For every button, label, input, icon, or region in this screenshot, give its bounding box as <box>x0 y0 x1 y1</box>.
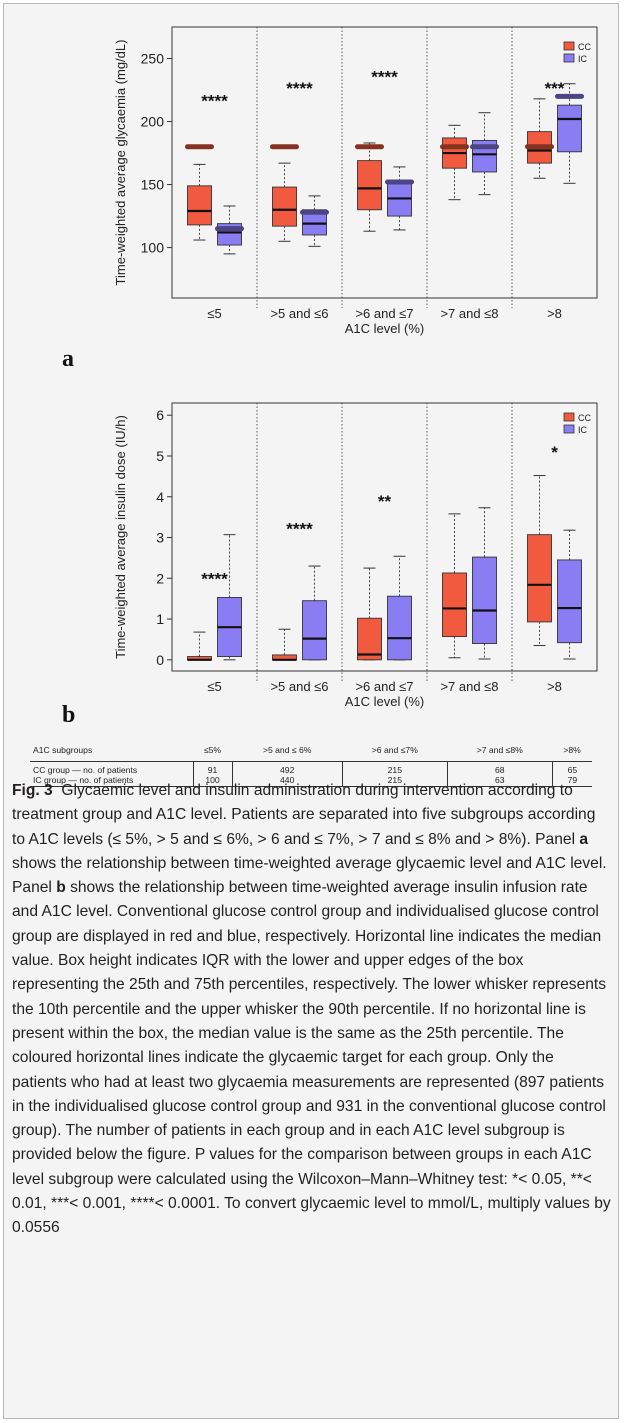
box-ic <box>557 104 582 153</box>
legend-swatch <box>563 412 575 422</box>
y-tick-label: 200 <box>141 114 165 130</box>
y-tick-label: 1 <box>156 611 164 627</box>
table-header-cell: >6 and ≤7% <box>342 745 448 762</box>
significance-marker: **** <box>371 67 398 86</box>
x-tick-label: >5 and ≤6 <box>270 306 328 321</box>
box-cc <box>527 534 552 623</box>
y-tick-label: 6 <box>156 407 164 423</box>
x-tick-label: >7 and ≤8 <box>440 679 498 694</box>
legend-label: CC <box>578 413 591 423</box>
table-cell: 91 <box>192 761 233 775</box>
x-tick-label: ≤5 <box>207 679 221 694</box>
table-cell: IC group — no. of patients <box>30 775 193 787</box>
box-cc <box>187 185 212 226</box>
box-cc <box>357 160 382 211</box>
table-cell: 215 <box>341 775 448 787</box>
x-axis-label: A1C level (%) <box>345 694 424 709</box>
table-row: IC group — no. of patients 100 440 215 6… <box>30 775 592 787</box>
significance-marker: ** <box>378 492 392 511</box>
box-cc <box>357 617 382 661</box>
significance-marker: **** <box>286 519 313 538</box>
table-header-row: A1C subgroups ≤5% >5 and ≤ 6% >6 and ≤7%… <box>30 745 592 762</box>
table-cell: 68 <box>446 761 553 775</box>
significance-marker: **** <box>286 79 313 98</box>
box-ic <box>557 559 582 644</box>
legend-swatch <box>563 424 575 434</box>
table-cell: 492 <box>231 761 343 775</box>
caption-text: Glycaemic level and insulin administrati… <box>12 782 596 848</box>
table-cell: CC group — no. of patients <box>33 765 138 775</box>
panel-a-label: a <box>62 346 74 372</box>
caption-panel-ref: b <box>56 879 66 897</box>
caption-panel-ref: a <box>579 830 589 848</box>
table-header-cell: ≤5% <box>193 745 233 762</box>
box-ic <box>302 600 327 661</box>
significance-marker: **** <box>201 91 228 110</box>
table-header-cell: >8% <box>552 745 592 762</box>
y-tick-label: 150 <box>141 177 165 193</box>
x-tick-label: ≤5 <box>207 306 221 321</box>
panel-b-label: b <box>62 702 76 728</box>
figure-frame <box>3 3 619 1419</box>
table-header-cell: A1C subgroups <box>30 745 193 762</box>
x-tick-label: >8 <box>547 679 562 694</box>
y-tick-label: 5 <box>156 448 164 464</box>
legend-label: CC <box>578 42 591 52</box>
y-tick-label: 2 <box>156 570 164 586</box>
y-tick-label: 100 <box>141 240 165 256</box>
plot-frame <box>171 402 598 672</box>
y-tick-label: 4 <box>156 489 164 505</box>
table-cell: 63 <box>446 775 553 787</box>
legend-label: IC <box>578 54 588 64</box>
legend-swatch <box>563 41 575 51</box>
significance-marker: *** <box>545 79 565 98</box>
x-axis-label: A1C level (%) <box>345 321 424 336</box>
x-tick-label: >7 and ≤8 <box>440 306 498 321</box>
legend-swatch <box>563 53 575 63</box>
table-cell: 65 <box>551 761 592 775</box>
significance-marker: * <box>551 443 558 462</box>
table-row: CC group — no. of patients 91 492 215 68… <box>30 761 592 775</box>
patient-count-table: A1C subgroups ≤5% >5 and ≤ 6% >6 and ≤7%… <box>30 745 592 787</box>
table-cell: 215 <box>341 761 448 775</box>
caption-text: shows the relationship between time-weig… <box>12 854 607 897</box>
significance-marker: **** <box>201 569 228 588</box>
x-tick-label: >8 <box>547 306 562 321</box>
box-cc <box>442 572 467 638</box>
table-cell: 440 <box>231 775 343 787</box>
x-tick-label: >5 and ≤6 <box>270 679 328 694</box>
x-tick-label: >6 and ≤7 <box>355 679 413 694</box>
x-tick-label: >6 and ≤7 <box>355 306 413 321</box>
y-axis-label: Time-weighted average insulin dose (IU/h… <box>113 415 128 659</box>
plot-frame <box>171 26 598 299</box>
table-header-cell: >7 and ≤8% <box>447 745 553 762</box>
panel-a-chart: 100 150 200 250 Time-weighted average glycae… <box>113 26 598 336</box>
y-tick-label: 250 <box>141 51 165 67</box>
box-cc <box>272 186 297 227</box>
y-tick-label: 3 <box>156 530 164 546</box>
table-cell: 100 <box>192 775 233 787</box>
y-tick-label: 0 <box>156 652 164 668</box>
caption-text: shows the relationship between time-weig… <box>12 879 611 1237</box>
table-header-cell: >5 and ≤ 6% <box>232 745 343 762</box>
y-axis-label: Time-weighted average glycaemia (mg/dL) <box>113 40 128 286</box>
panel-b-chart: 0 1 2 3 4 5 6 Time-weighted average insulin dos… <box>113 402 598 709</box>
legend-label: IC <box>578 425 588 435</box>
figure-label: Fig. 3 <box>12 782 53 799</box>
box-ic <box>387 595 412 661</box>
figure-caption: Fig. 3 Glycaemic level and insulin admin… <box>12 779 612 1241</box>
box-ic <box>472 556 497 644</box>
table-cell: 79 <box>551 775 592 787</box>
